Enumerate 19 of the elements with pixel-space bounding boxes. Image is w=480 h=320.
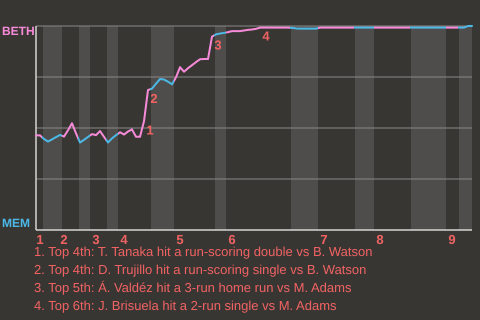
annotation: 4 <box>262 28 270 44</box>
text: 2. Top 4th: D. Trujillo hit a run-scoring single vs B. Watson <box>34 262 366 277</box>
x-tick-label: 7 <box>320 232 328 247</box>
annotation: 2 <box>150 91 158 106</box>
x-tick-label: 8 <box>376 232 384 247</box>
x-tick-label: 2 <box>60 232 68 247</box>
text: BETH <box>2 24 35 38</box>
text: 3. Top 5th: Á. Valdéz hit a 3-run home run vs M. Adams <box>34 280 352 295</box>
x-tick-label: 4 <box>120 232 128 247</box>
x-tick-label: 6 <box>228 232 236 247</box>
text: 1. Top 4th: T. Tanaka hit a run-scoring double vs B. Watson <box>34 244 372 259</box>
annotation: 1 <box>146 122 154 138</box>
annotation: 3 <box>214 38 222 53</box>
text: MEM <box>2 216 30 230</box>
x-tick-label: 1 <box>36 232 44 247</box>
x-tick-label: 5 <box>176 232 184 247</box>
x-tick-label: 3 <box>92 232 100 247</box>
x-tick-label: 9 <box>448 232 456 247</box>
text: 4. Top 6th: J. Brisuela hit a 2-run single vs M. Adams <box>34 298 338 313</box>
